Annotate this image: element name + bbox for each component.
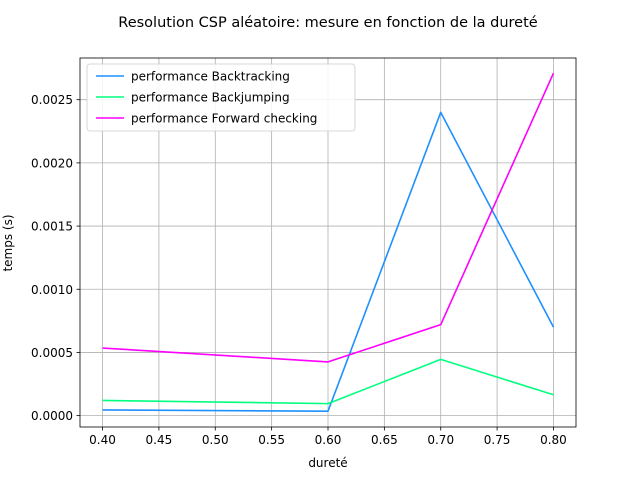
y-axis-label: temps (s) <box>1 214 15 271</box>
legend-entry: performance Backtracking <box>96 70 290 84</box>
legend-box <box>86 63 356 132</box>
legend-label: performance Backjumping <box>131 91 290 105</box>
x-axis-ticks: 0.40 0.45 0.50 0.55 0.60 0.65 0.70 0.75 0.80 <box>89 427 567 447</box>
series-line-performance-forward-checking <box>102 72 555 363</box>
x-tick-label: 0.45 <box>146 433 173 447</box>
y-tick-label: 0.0015 <box>31 220 73 234</box>
x-tick-label: 0.65 <box>371 433 398 447</box>
series-line-performance-backtracking <box>102 111 555 413</box>
x-tick-label: 0.40 <box>89 433 116 447</box>
x-axis-label: dureté <box>308 456 347 470</box>
y-tick-label: 0.0000 <box>31 409 73 423</box>
x-tick-label: 0.80 <box>540 433 567 447</box>
legend: performance Backtracking performance Back… <box>86 63 356 132</box>
x-tick-label: 0.50 <box>202 433 229 447</box>
legend-label: performance Backtracking <box>131 70 290 84</box>
series-lines <box>102 72 555 413</box>
legend-label: performance Forward checking <box>131 112 317 126</box>
y-tick-label: 0.0020 <box>31 156 73 170</box>
legend-entry: performance Forward checking <box>96 112 317 126</box>
x-tick-label: 0.55 <box>258 433 285 447</box>
y-tick-label: 0.0005 <box>31 346 73 360</box>
y-axis-ticks: 0.0000 0.0005 0.0010 0.0015 0.0020 0.0025 <box>31 93 80 423</box>
legend-entry: performance Backjumping <box>96 91 290 105</box>
x-tick-label: 0.75 <box>484 433 511 447</box>
y-tick-label: 0.0025 <box>31 93 73 107</box>
chart-title: Resolution CSP aléatoire: mesure en fonc… <box>118 15 538 31</box>
series-line-performance-backjumping <box>102 358 554 405</box>
x-tick-label: 0.60 <box>315 433 342 447</box>
y-tick-label: 0.0010 <box>31 283 73 297</box>
x-tick-label: 0.70 <box>427 433 454 447</box>
